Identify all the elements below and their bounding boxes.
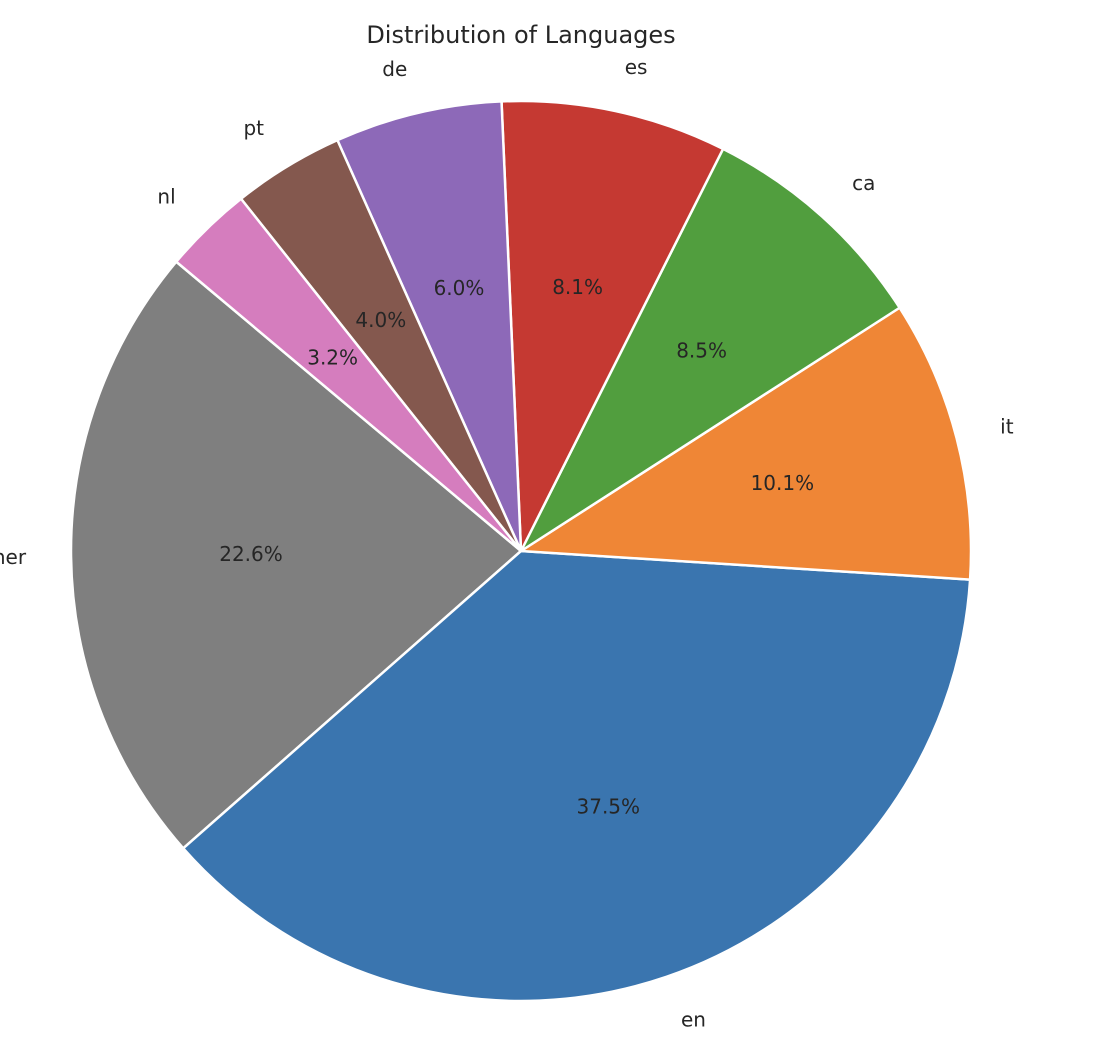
pie-category-label: it <box>1000 415 1014 439</box>
pie-category-label: es <box>625 55 648 79</box>
pie-category-label: de <box>382 57 407 81</box>
pie-percent-label: 10.1% <box>751 471 815 495</box>
pie-labels: 22.6% Other 37.5% en 10.1% it 8.5% ca 8.1% es 6.0%… <box>0 55 1014 1031</box>
pie-percent-label: 8.5% <box>676 338 727 362</box>
pie-percent-label: 8.1% <box>552 275 603 299</box>
pie-slice-nl <box>175 197 523 553</box>
pie-percent-label: 3.2% <box>307 346 358 370</box>
pie-category-label: en <box>681 1007 706 1031</box>
pie-category-label: ca <box>852 171 875 195</box>
pie-percent-label: 22.6% <box>219 542 283 566</box>
pie-slices <box>69 99 973 1003</box>
pie-percent-label: 6.0% <box>434 276 485 300</box>
pie-slice-en <box>181 549 972 1003</box>
pie-slice-de <box>336 100 523 553</box>
pie-slice-it <box>519 306 973 581</box>
pie-category-label: Other <box>0 545 27 569</box>
pie-category-label: nl <box>157 184 175 208</box>
pie-slice-other <box>69 260 523 850</box>
pie-category-label: pt <box>243 116 264 140</box>
chart-title: Distribution of Languages <box>366 21 675 49</box>
pie-percent-label: 37.5% <box>577 795 641 819</box>
pie-slice-ca <box>519 147 901 553</box>
pie-percent-label: 4.0% <box>355 308 406 332</box>
pie-slice-es <box>500 99 725 553</box>
